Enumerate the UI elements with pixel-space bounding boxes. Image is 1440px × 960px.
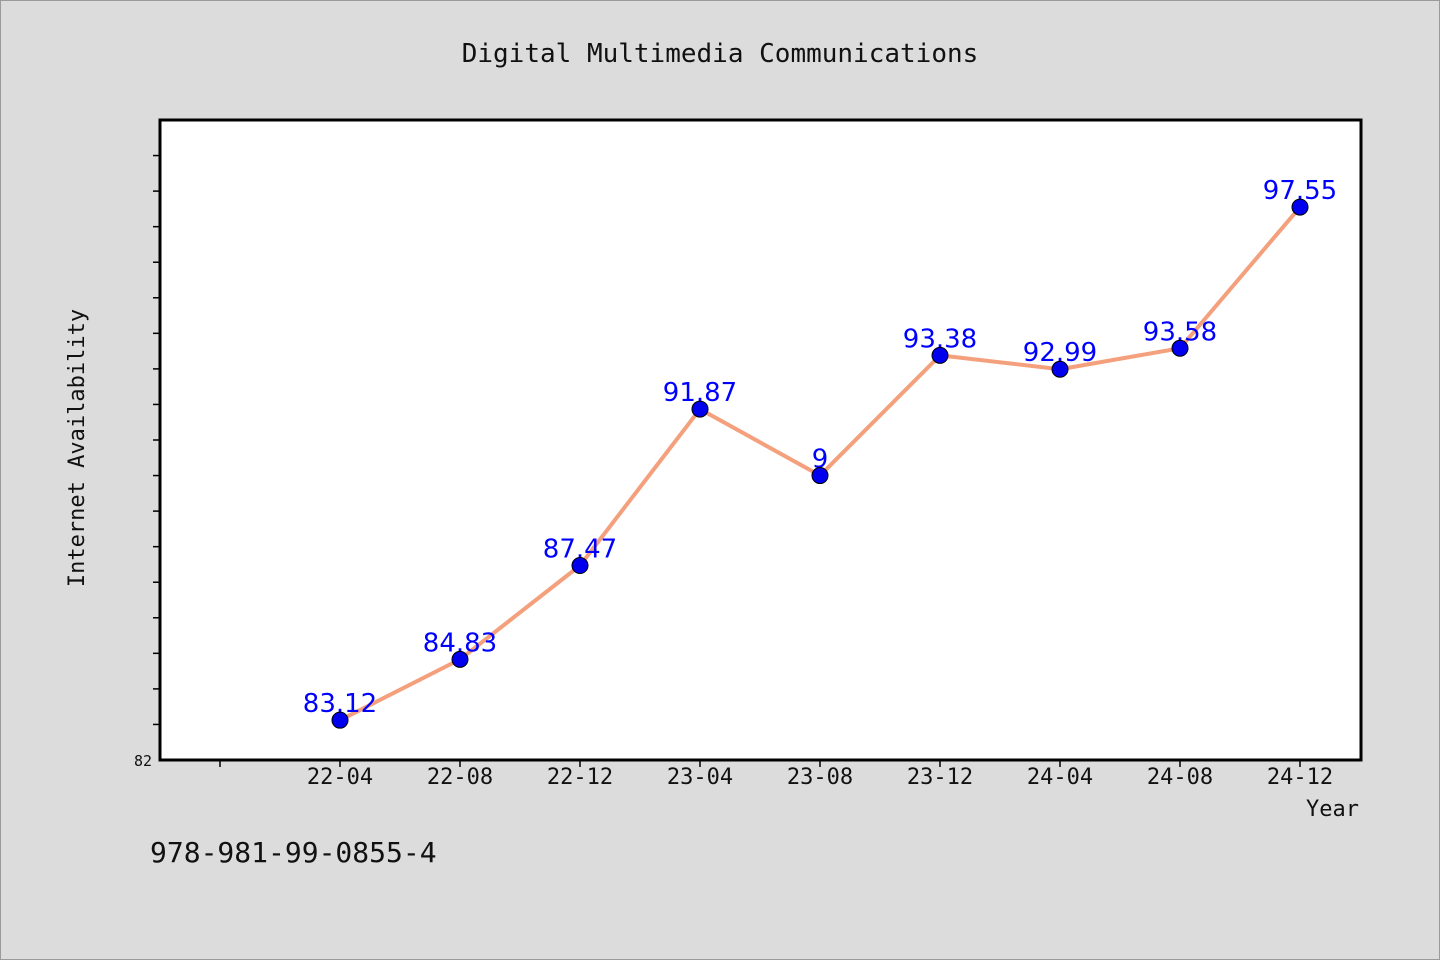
data-point bbox=[691, 400, 709, 418]
x-axis-ticks bbox=[219, 760, 1301, 767]
plot-area bbox=[158, 118, 1363, 762]
x-tick-label: 22-12 bbox=[547, 765, 613, 790]
x-tick-labels: 22-04 22-08 22-12 23-04 23-08 23-12 24-04 24-08… bbox=[307, 765, 1333, 790]
data-label: 9 bbox=[812, 445, 829, 475]
x-tick-label: 22-08 bbox=[427, 765, 493, 790]
y-axis-ticks bbox=[153, 154, 160, 726]
y-tick-label: 82 bbox=[134, 752, 152, 770]
x-tick-label: 23-08 bbox=[787, 765, 853, 790]
data-point bbox=[1291, 198, 1309, 216]
data-point bbox=[1051, 360, 1069, 378]
x-tick-label: 23-04 bbox=[667, 765, 733, 790]
x-tick-label: 24-12 bbox=[1267, 765, 1333, 790]
data-point bbox=[811, 467, 829, 485]
chart-title: Digital Multimedia Communications bbox=[462, 39, 979, 69]
data-point bbox=[451, 650, 469, 668]
x-axis-label: Year bbox=[1306, 797, 1359, 822]
data-point bbox=[571, 557, 589, 575]
x-tick-label: 22-04 bbox=[307, 765, 373, 790]
x-tick-label: 23-12 bbox=[907, 765, 973, 790]
data-point bbox=[331, 711, 349, 729]
isbn-text: 978-981-99-0855-4 bbox=[150, 836, 437, 869]
data-point bbox=[931, 346, 949, 364]
data-point bbox=[1171, 339, 1189, 357]
x-tick-label: 24-04 bbox=[1027, 765, 1093, 790]
x-tick-label: 24-08 bbox=[1147, 765, 1213, 790]
y-axis-label: Internet Availability bbox=[65, 309, 90, 587]
